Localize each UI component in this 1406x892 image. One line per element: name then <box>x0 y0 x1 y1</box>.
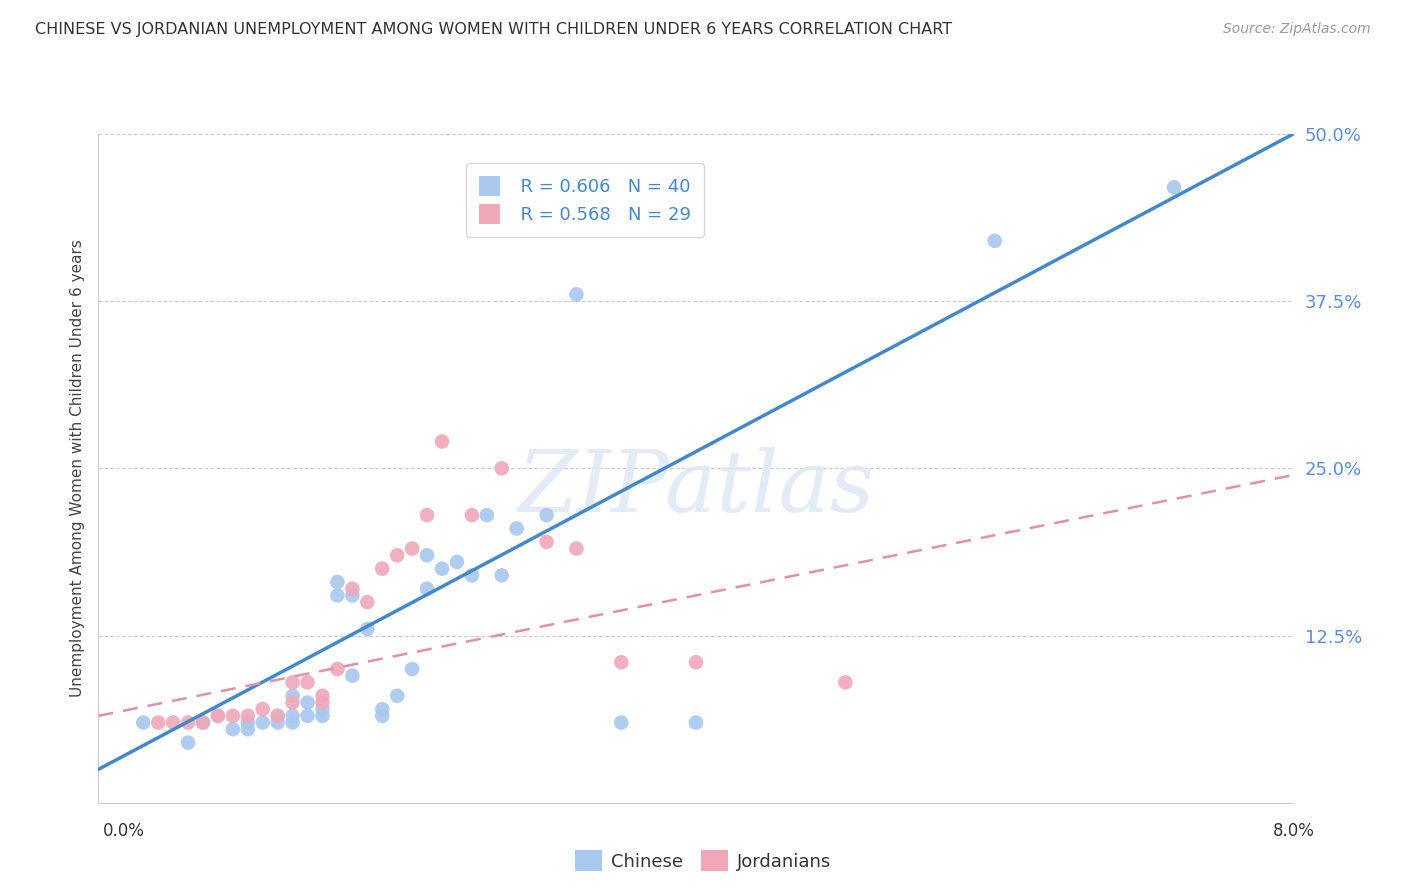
Point <box>311 702 333 716</box>
Point <box>236 715 259 730</box>
Point <box>983 234 1005 248</box>
Text: Source: ZipAtlas.com: Source: ZipAtlas.com <box>1223 22 1371 37</box>
Point <box>430 434 453 449</box>
Point <box>326 575 349 590</box>
Point <box>297 696 319 710</box>
Point <box>401 662 423 676</box>
Point <box>1163 180 1185 194</box>
Point <box>446 555 468 569</box>
Point <box>610 715 633 730</box>
Point <box>685 655 707 669</box>
Point <box>491 568 513 582</box>
Point <box>252 702 274 716</box>
Point <box>461 508 484 523</box>
Point <box>685 715 707 730</box>
Point <box>236 723 259 737</box>
Point <box>281 675 304 690</box>
Point <box>267 708 290 723</box>
Point <box>326 662 349 676</box>
Point <box>536 508 558 523</box>
Point <box>385 548 409 563</box>
Point <box>191 715 214 730</box>
Legend:   R = 0.606   N = 40,   R = 0.568   N = 29: R = 0.606 N = 40, R = 0.568 N = 29 <box>465 163 704 237</box>
Point <box>191 715 214 730</box>
Point <box>222 723 245 737</box>
Point <box>236 708 259 723</box>
Point <box>475 508 498 523</box>
Point <box>430 562 453 576</box>
Point <box>281 708 304 723</box>
Point <box>356 622 378 636</box>
Point <box>281 689 304 703</box>
Text: 8.0%: 8.0% <box>1272 822 1315 840</box>
Point <box>491 461 513 475</box>
Point <box>311 708 333 723</box>
Point <box>371 702 394 716</box>
Point <box>281 696 304 710</box>
Point <box>132 715 155 730</box>
Point <box>385 689 409 703</box>
Point <box>297 708 319 723</box>
Point <box>371 708 394 723</box>
Point <box>207 708 229 723</box>
Point <box>342 582 364 596</box>
Point <box>416 508 439 523</box>
Point <box>177 735 200 749</box>
Point <box>311 696 333 710</box>
Point <box>565 287 588 301</box>
Point <box>342 669 364 683</box>
Point <box>342 589 364 603</box>
Text: 0.0%: 0.0% <box>103 822 145 840</box>
Point <box>416 582 439 596</box>
Point <box>252 715 274 730</box>
Point <box>610 655 633 669</box>
Point <box>281 715 304 730</box>
Point <box>371 562 394 576</box>
Point <box>297 675 319 690</box>
Point <box>207 708 229 723</box>
Text: ZIPatlas: ZIPatlas <box>517 447 875 530</box>
Y-axis label: Unemployment Among Women with Children Under 6 years: Unemployment Among Women with Children U… <box>69 239 84 698</box>
Point <box>311 689 333 703</box>
Point <box>356 595 378 609</box>
Point <box>326 589 349 603</box>
Point <box>834 675 856 690</box>
Point <box>416 548 439 563</box>
Point <box>222 708 245 723</box>
Point <box>506 521 529 535</box>
Point <box>267 715 290 730</box>
Point <box>565 541 588 556</box>
Legend: Chinese, Jordanians: Chinese, Jordanians <box>568 843 838 879</box>
Point <box>267 708 290 723</box>
Point <box>177 715 200 730</box>
Point <box>536 535 558 549</box>
Point <box>148 715 170 730</box>
Point <box>461 568 484 582</box>
Point <box>401 541 423 556</box>
Point <box>162 715 184 730</box>
Text: CHINESE VS JORDANIAN UNEMPLOYMENT AMONG WOMEN WITH CHILDREN UNDER 6 YEARS CORREL: CHINESE VS JORDANIAN UNEMPLOYMENT AMONG … <box>35 22 952 37</box>
